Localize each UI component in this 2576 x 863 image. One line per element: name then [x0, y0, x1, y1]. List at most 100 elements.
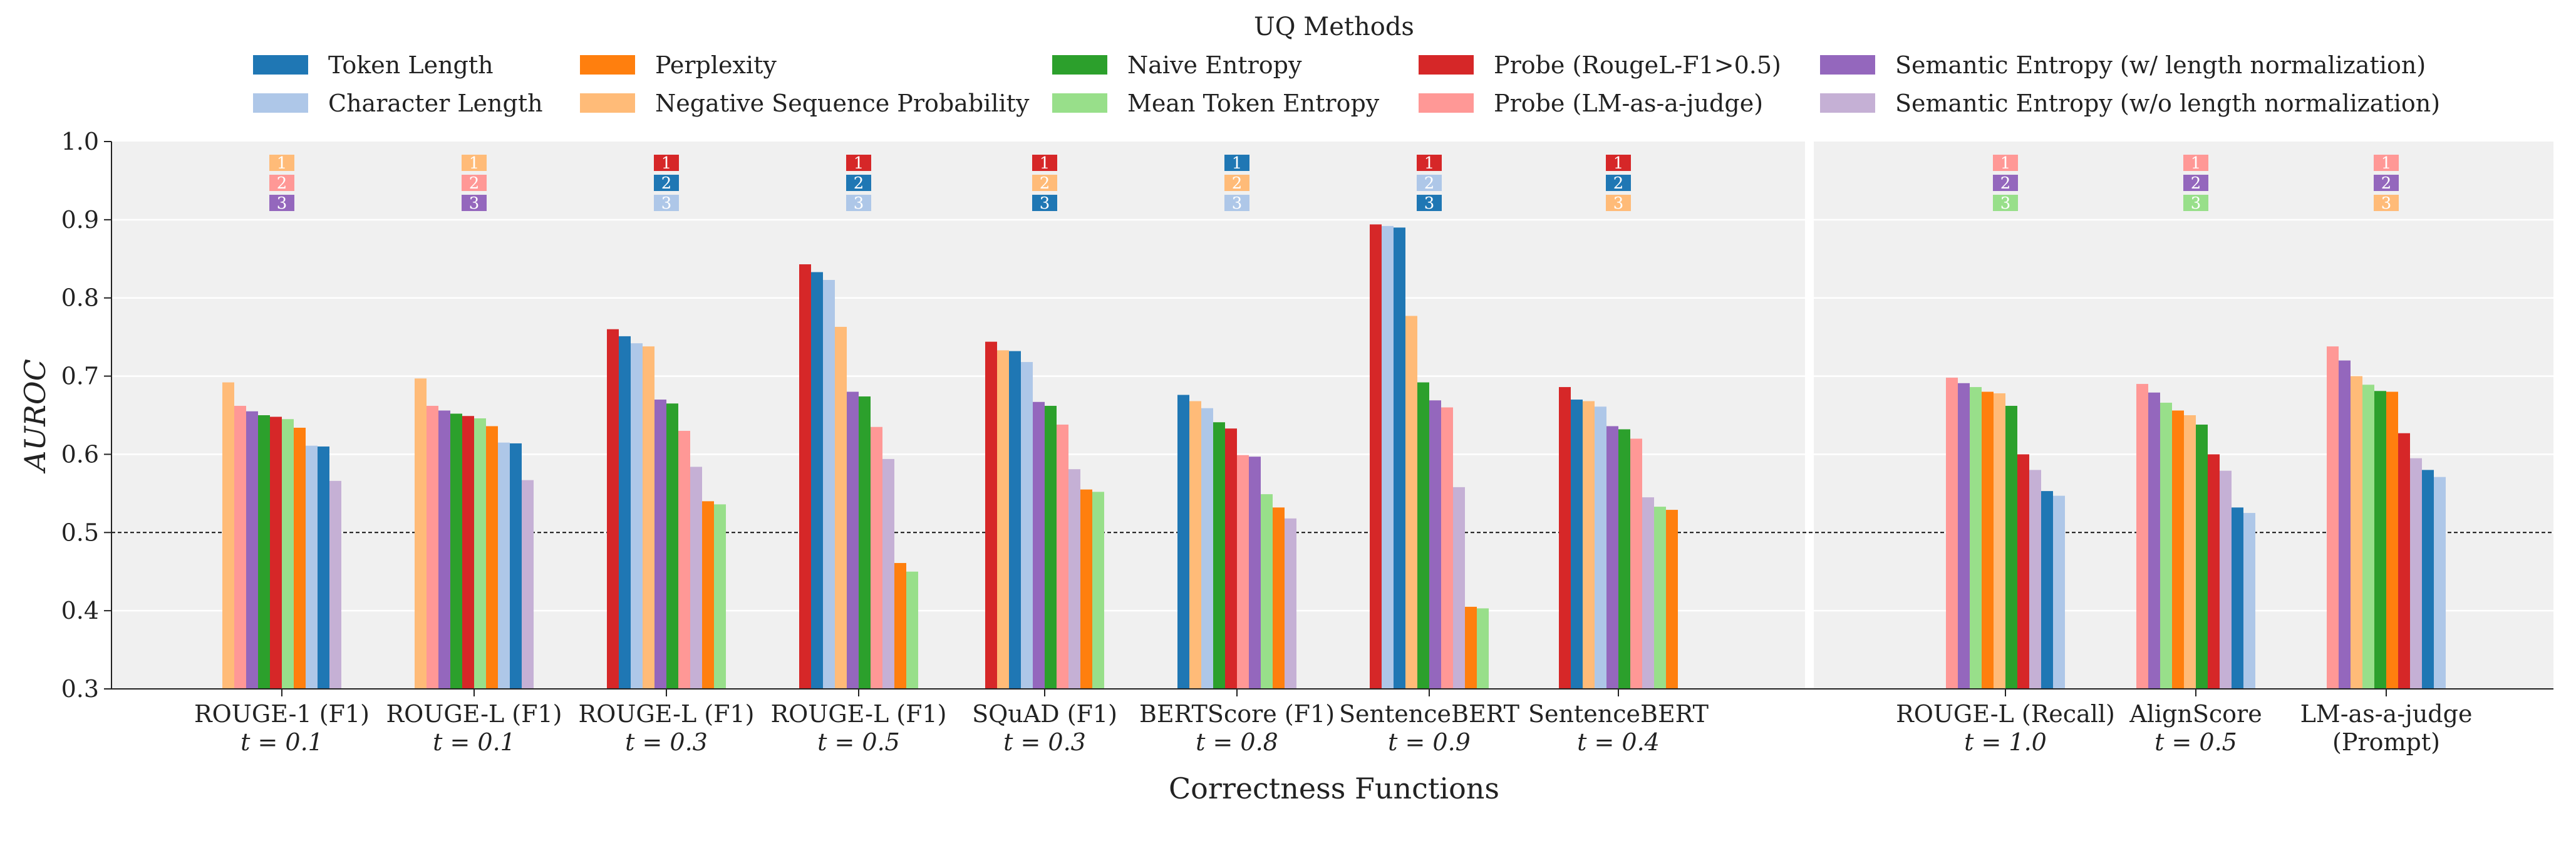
bar-semantic-entropy-w-o-length-normalization [1642, 497, 1654, 689]
bar-negative-sequence-probability [1994, 393, 2005, 689]
rank-label-2: 2 [661, 174, 672, 193]
bar-token-length [619, 336, 631, 689]
rank-label-2: 2 [2381, 174, 2392, 193]
rank-badge-1 [1606, 155, 1631, 171]
rank-label-2: 2 [854, 174, 864, 193]
bar-semantic-entropy-w-length-normalization [438, 410, 450, 689]
bar-group-6: 123 BERTScore (F1)t = 0.8 [1139, 154, 1335, 756]
bar-probe-lm-as-a-judge [678, 430, 690, 689]
legend-swatch [1820, 93, 1875, 113]
bar-probe-lm-as-a-judge [1237, 455, 1249, 689]
bar-probe-rougel-f1-0-5 [2208, 454, 2220, 689]
bar-group-3: 123 ROUGE-L (F1)t = 0.3 [579, 154, 755, 756]
bar-semantic-entropy-w-o-length-normalization [1068, 469, 1080, 689]
legend-item-naive-entropy: Naive Entropy [1052, 51, 1302, 79]
legend-item-token-length: Token Length [253, 51, 494, 79]
rank-badge-2 [269, 175, 294, 191]
rank-label-1: 1 [1613, 154, 1624, 173]
x-tick-label-line1: ROUGE-L (F1) [579, 700, 755, 728]
bar-mean-token-entropy [1654, 507, 1666, 689]
rank-badge-1 [846, 155, 871, 171]
bar-group-9: 123 ROUGE-L (Recall)t = 1.0 [1896, 154, 2115, 756]
rank-label-3: 3 [1613, 194, 1624, 213]
legend-title: UQ Methods [1254, 13, 1414, 41]
bar-probe-rougel-f1-0-5 [270, 416, 282, 689]
bar-negative-sequence-probability [2184, 415, 2196, 689]
x-tick-label-line1: ROUGE-L (F1) [386, 700, 562, 728]
rank-badge-3 [2183, 195, 2208, 211]
bar-naive-entropy [450, 413, 462, 689]
bar-semantic-entropy-w-length-normalization [847, 391, 859, 689]
x-tick-label-line1: ROUGE-L (F1) [771, 700, 947, 728]
rank-label-1: 1 [2191, 154, 2201, 173]
rank-badge-1 [1224, 155, 1249, 171]
legend-label: Probe (LM-as-a-judge) [1494, 90, 1763, 117]
rank-badge-2 [1606, 175, 1631, 191]
rank-label-3: 3 [1040, 194, 1050, 213]
x-tick-label-line2: t = 0.8 [1196, 728, 1278, 756]
rank-label-1: 1 [469, 154, 480, 173]
bar-perplexity [1080, 489, 1092, 689]
rank-badge-3 [462, 195, 487, 211]
bar-naive-entropy [1417, 382, 1429, 689]
legend-label: Perplexity [655, 51, 777, 79]
x-tick-label-line2: t = 0.1 [433, 728, 515, 756]
rank-badge-1 [1993, 155, 2018, 171]
bar-group-11: 123 LM-as-a-judge(Prompt) [2300, 154, 2473, 756]
bar-group-4: 123 ROUGE-L (F1)t = 0.5 [771, 154, 947, 756]
x-tick-label-line1: BERTScore (F1) [1139, 700, 1335, 728]
rank-label-1: 1 [1232, 154, 1243, 173]
rank-label-3: 3 [469, 194, 480, 213]
rank-label-3: 3 [2000, 194, 2011, 213]
bar-probe-rougel-f1-0-5 [2017, 454, 2029, 689]
legend-item-negative-sequence-probability: Negative Sequence Probability [580, 90, 1030, 117]
y-axis-label: AUROC [18, 359, 52, 474]
legend-swatch [1052, 93, 1107, 113]
x-tick-label-line2: t = 0.1 [241, 728, 323, 756]
legend-swatch [1820, 55, 1875, 75]
bar-negative-sequence-probability [997, 350, 1009, 689]
x-tick-label-line2: t = 0.3 [625, 728, 708, 756]
bar-group-1: 123 ROUGE-1 (F1)t = 0.1 [194, 154, 370, 756]
bar-token-length [1009, 351, 1021, 689]
rank-label-2: 2 [1613, 174, 1624, 193]
bar-character-length [2243, 513, 2255, 689]
bar-semantic-entropy-w-o-length-normalization [522, 480, 534, 689]
rank-badge-2 [654, 175, 679, 191]
bar-probe-lm-as-a-judge [1057, 424, 1068, 689]
rank-badge-1 [269, 155, 294, 171]
rank-badge-3 [846, 195, 871, 211]
x-tick-label-line1: ROUGE-L (Recall) [1896, 700, 2115, 728]
bar-negative-sequence-probability [2351, 376, 2362, 689]
bar-probe-lm-as-a-judge [427, 406, 438, 689]
bar-semantic-entropy-w-o-length-normalization [1453, 487, 1465, 689]
bar-character-length [1595, 406, 1606, 689]
bar-semantic-entropy-w-length-normalization [1249, 457, 1261, 689]
legend-item-semantic-entropy-w-length-normalization: Semantic Entropy (w/ length normalizatio… [1820, 51, 2426, 79]
bar-mean-token-entropy [906, 571, 918, 689]
bar-mean-token-entropy [2362, 385, 2374, 689]
rank-label-2: 2 [2000, 174, 2011, 193]
bar-negative-sequence-probability [415, 378, 427, 689]
legend-label: Probe (RougeL-F1>0.5) [1494, 51, 1781, 79]
rank-badge-1 [654, 155, 679, 171]
rank-badge-2 [2183, 175, 2208, 191]
bar-character-length [498, 442, 510, 689]
x-axis-label: Correctness Functions [1169, 772, 1499, 805]
legend-swatch [1419, 93, 1474, 113]
rank-badge-1 [2374, 155, 2399, 171]
bar-semantic-entropy-w-length-normalization [1606, 426, 1618, 689]
legend-item-semantic-entropy-w-o-length-normalization: Semantic Entropy (w/o length normalizati… [1820, 90, 2440, 117]
legend-swatch [253, 55, 308, 75]
bar-negative-sequence-probability [222, 382, 234, 689]
legend-swatch [1052, 55, 1107, 75]
bar-semantic-entropy-w-length-normalization [1958, 383, 1970, 689]
bar-naive-entropy [2374, 391, 2386, 689]
bar-naive-entropy [1213, 422, 1225, 689]
x-tick-label-line2: t = 0.4 [1577, 728, 1660, 756]
bar-semantic-entropy-w-length-normalization [1429, 400, 1441, 689]
